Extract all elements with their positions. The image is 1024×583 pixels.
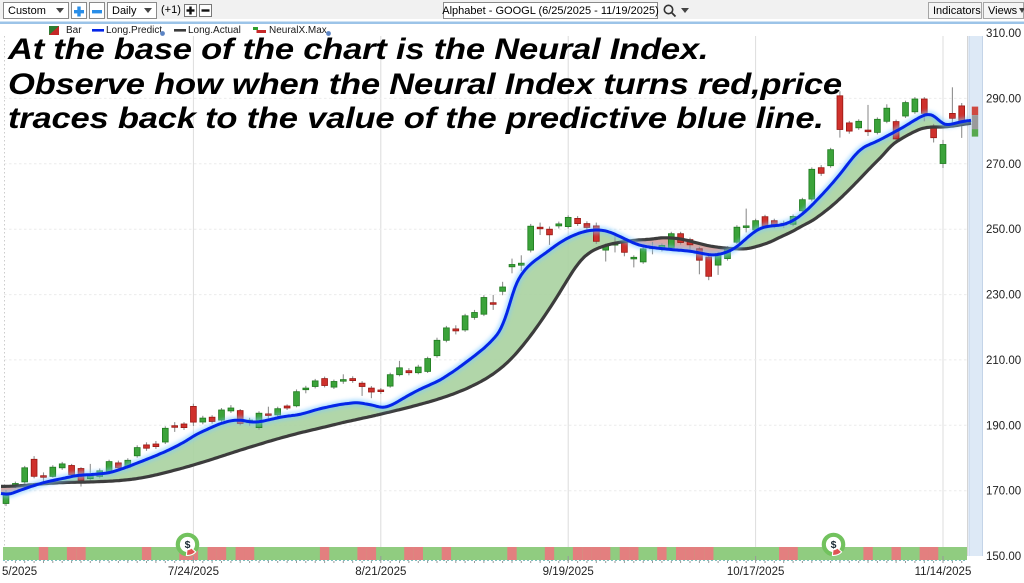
svg-text:$: $ bbox=[831, 539, 837, 551]
svg-text:$: $ bbox=[185, 539, 191, 551]
svg-text:170.00: 170.00 bbox=[986, 486, 1021, 498]
svg-text:210.00: 210.00 bbox=[986, 355, 1021, 367]
svg-text:250.00: 250.00 bbox=[986, 224, 1021, 236]
svg-text:270.00: 270.00 bbox=[986, 159, 1021, 171]
svg-text:8/21/2025: 8/21/2025 bbox=[355, 566, 406, 578]
svg-text:190.00: 190.00 bbox=[986, 420, 1021, 432]
svg-text:310.00: 310.00 bbox=[986, 28, 1021, 40]
svg-text:290.00: 290.00 bbox=[986, 93, 1021, 105]
svg-text:7/24/2025: 7/24/2025 bbox=[168, 566, 219, 578]
svg-text:9/19/2025: 9/19/2025 bbox=[543, 566, 594, 578]
svg-text:230.00: 230.00 bbox=[986, 290, 1021, 302]
svg-text:11/14/2025: 11/14/2025 bbox=[915, 566, 972, 578]
svg-text:10/17/2025: 10/17/2025 bbox=[727, 566, 785, 578]
svg-text:150.00: 150.00 bbox=[986, 551, 1021, 563]
svg-text:5/2025: 5/2025 bbox=[2, 566, 37, 578]
